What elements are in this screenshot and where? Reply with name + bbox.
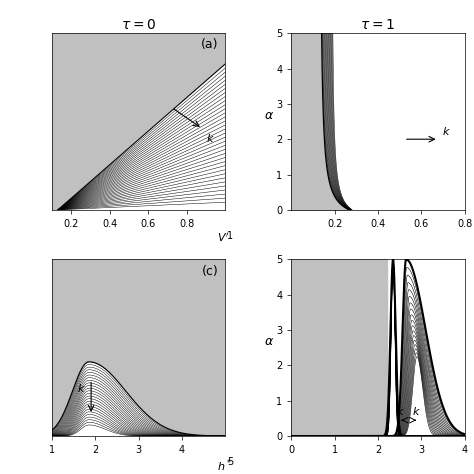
Title: $\tau = 0$: $\tau = 0$ bbox=[121, 18, 156, 32]
Text: $k$: $k$ bbox=[77, 383, 86, 394]
Text: $k$: $k$ bbox=[411, 405, 420, 417]
Text: $k$: $k$ bbox=[396, 405, 405, 417]
Text: 1: 1 bbox=[227, 231, 233, 241]
Title: $\tau = 1$: $\tau = 1$ bbox=[360, 18, 395, 32]
Text: 5: 5 bbox=[227, 457, 233, 467]
Text: $h^*$: $h^*$ bbox=[217, 457, 232, 474]
Y-axis label: $\alpha$: $\alpha$ bbox=[264, 335, 274, 348]
Text: $V'$: $V'$ bbox=[217, 231, 229, 244]
Text: $k$: $k$ bbox=[206, 132, 215, 144]
Y-axis label: $\alpha$: $\alpha$ bbox=[264, 109, 274, 121]
Text: (c): (c) bbox=[202, 264, 219, 278]
Text: (a): (a) bbox=[201, 38, 219, 52]
Text: $k$: $k$ bbox=[442, 126, 451, 137]
